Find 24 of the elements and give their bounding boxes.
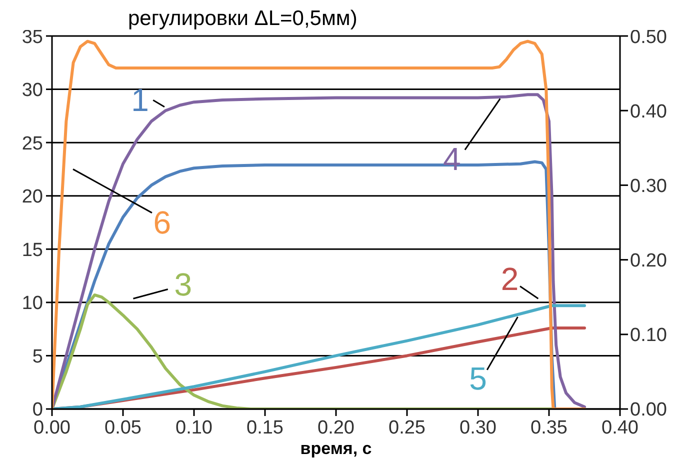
y2-tick-label: 0.10 (630, 325, 667, 346)
x-tick-label: 0.05 (104, 417, 142, 438)
x-tick-label: 0.20 (318, 417, 354, 438)
x-tick-label: 0.30 (460, 417, 496, 438)
y-tick-label: 25 (22, 133, 43, 154)
series-label: 2 (500, 260, 519, 297)
y2-tick-label: 0.30 (630, 176, 667, 197)
chart-title: регулировки ΔL=0,5мм) (128, 7, 358, 30)
y-tick-label: 10 (22, 293, 43, 314)
y-tick-label: 20 (22, 186, 43, 208)
x-axis-title: время, с (300, 439, 372, 458)
series-label: 5 (469, 360, 487, 396)
y2-tick-label: 0.20 (630, 250, 667, 272)
x-tick-label: 0.15 (246, 417, 284, 438)
y-tick-label: 5 (32, 346, 43, 368)
y2-tick-label: 0.40 (630, 101, 667, 122)
y-tick-label: 30 (22, 80, 43, 102)
x-tick-label: 0.25 (388, 417, 426, 438)
series-label: 1 (131, 82, 149, 118)
y-tick-label: 15 (22, 240, 43, 261)
series-label: 3 (174, 266, 192, 302)
x-tick-label: 0.35 (530, 417, 568, 438)
x-tick-label: 0.10 (176, 417, 212, 438)
text: 6 (153, 204, 172, 240)
